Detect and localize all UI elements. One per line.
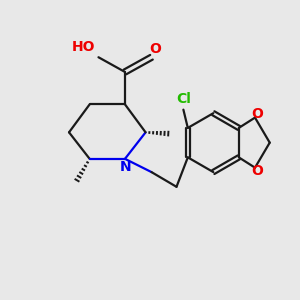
Text: O: O [251, 107, 263, 121]
Text: HO: HO [72, 40, 95, 54]
Text: N: N [120, 160, 131, 174]
Text: O: O [251, 164, 263, 178]
Text: O: O [149, 42, 161, 56]
Text: Cl: Cl [176, 92, 191, 106]
